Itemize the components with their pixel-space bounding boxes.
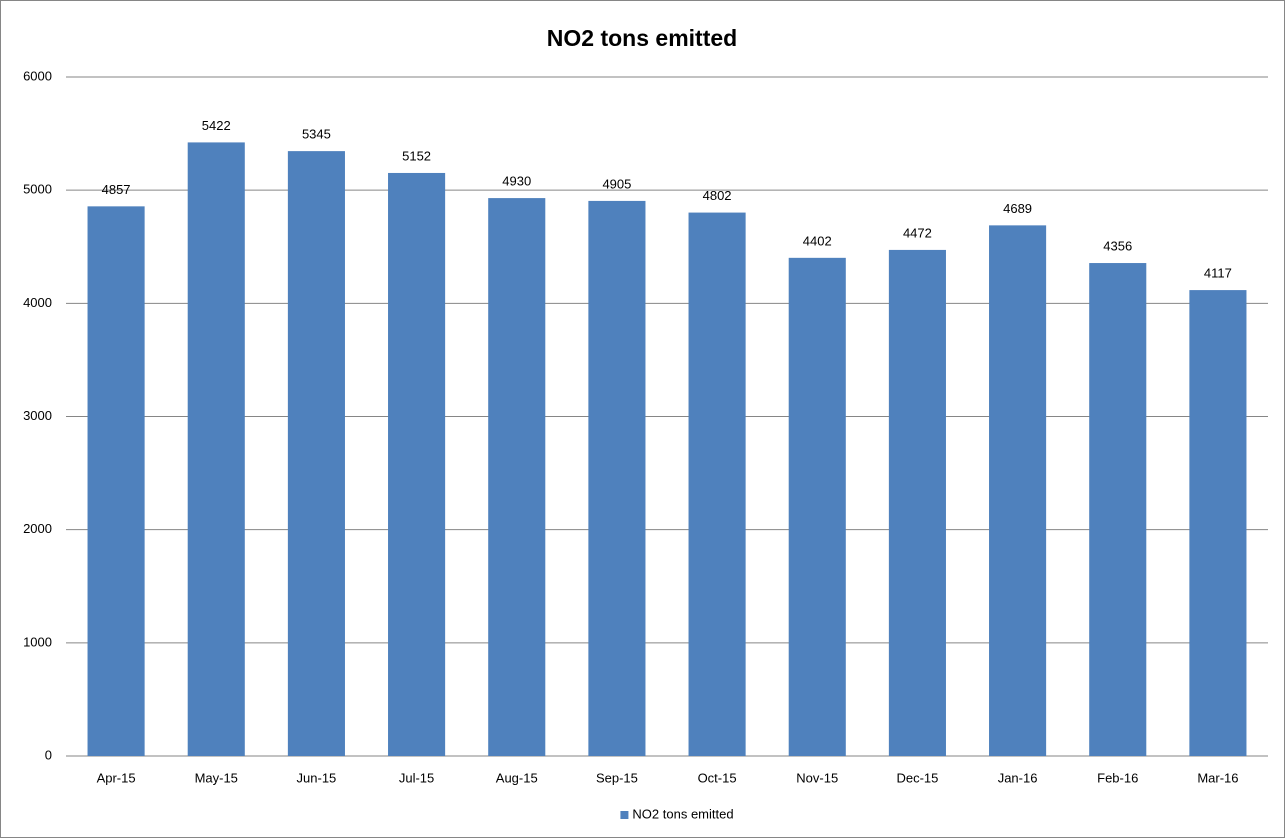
y-tick-label: 1000 xyxy=(23,634,52,649)
data-label: 5422 xyxy=(202,118,231,133)
x-tick-label: Jun-15 xyxy=(297,770,337,785)
x-tick-label: May-15 xyxy=(195,770,238,785)
y-tick-label: 6000 xyxy=(23,68,52,83)
x-tick-label: Oct-15 xyxy=(698,770,737,785)
x-tick-label: Sep-15 xyxy=(596,770,638,785)
bar xyxy=(87,206,145,757)
x-tick-label: Mar-16 xyxy=(1197,770,1238,785)
bar xyxy=(187,142,245,756)
data-label: 4689 xyxy=(1003,201,1032,216)
legend-label: NO2 tons emitted xyxy=(632,806,733,821)
bar xyxy=(588,200,646,757)
x-tick-label: Jan-16 xyxy=(998,770,1038,785)
bar xyxy=(989,225,1047,756)
y-tick-label: 2000 xyxy=(23,521,52,536)
bar xyxy=(788,257,846,756)
legend-swatch xyxy=(620,811,629,819)
y-tick-label: 4000 xyxy=(23,295,52,310)
x-tick-label: Jul-15 xyxy=(399,770,434,785)
x-tick-label: Dec-15 xyxy=(896,770,938,785)
x-tick-label: Nov-15 xyxy=(796,770,838,785)
data-label: 4930 xyxy=(502,174,531,189)
data-label: 4905 xyxy=(602,176,631,191)
data-label: 4356 xyxy=(1103,238,1132,253)
x-tick-label: Feb-16 xyxy=(1097,770,1138,785)
x-tick-label: Aug-15 xyxy=(496,770,538,785)
data-label: 4402 xyxy=(803,233,832,248)
y-tick-label: 5000 xyxy=(23,182,52,197)
data-label: 4802 xyxy=(703,188,732,203)
y-tick-label: 3000 xyxy=(23,408,52,423)
data-label: 5152 xyxy=(402,148,431,163)
bar xyxy=(488,198,546,757)
data-label: 4472 xyxy=(903,225,932,240)
y-tick-label: 0 xyxy=(45,747,52,762)
bar xyxy=(1189,290,1247,756)
chart-title: NO2 tons emitted xyxy=(547,25,737,51)
bar xyxy=(287,151,345,757)
data-label: 4117 xyxy=(1204,266,1232,281)
bar xyxy=(388,172,446,756)
data-label: 5345 xyxy=(302,127,331,142)
bar xyxy=(688,212,746,756)
data-label: 4857 xyxy=(102,182,131,197)
bar xyxy=(888,249,946,756)
bar xyxy=(1089,263,1147,756)
x-tick-label: Apr-15 xyxy=(97,770,136,785)
